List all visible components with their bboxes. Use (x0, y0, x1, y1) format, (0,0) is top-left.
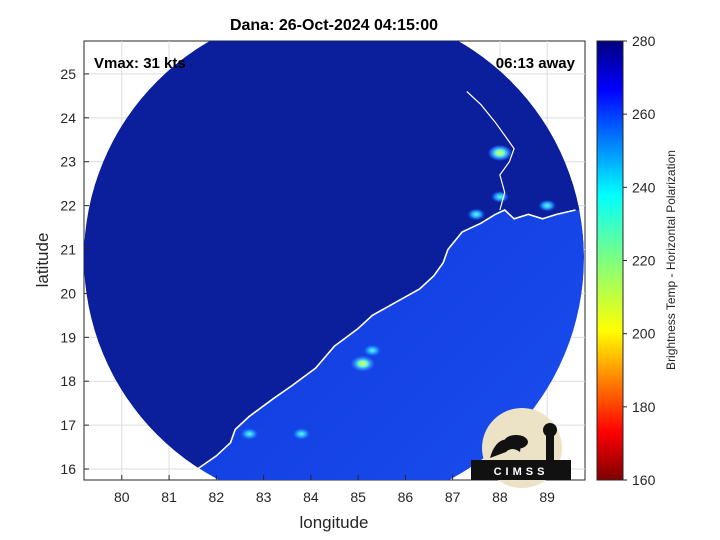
y-tick-label: 18 (60, 373, 76, 389)
x-tick-label: 83 (256, 489, 272, 505)
y-tick-label: 24 (60, 110, 76, 126)
warm-spot (292, 427, 311, 440)
coastline (178, 209, 576, 475)
colorbar-label: Brightness Temp - Horizontal Polarizatio… (664, 150, 678, 370)
colorbar-tick-label: 280 (632, 33, 656, 49)
y-tick-label: 20 (60, 285, 76, 301)
logo-text: CIMSS (494, 466, 549, 478)
warm-spot (240, 427, 259, 440)
colorbar-tick-label: 180 (632, 399, 656, 415)
colorbar (596, 40, 624, 481)
warm-spot (363, 344, 382, 357)
swath (84, 41, 584, 480)
vmax-annotation: Vmax: 31 kts (94, 55, 186, 72)
land-mask (84, 41, 584, 480)
y-axis: 16 17 18 19 20 21 22 23 24 25 (60, 66, 89, 477)
river-coast (466, 91, 515, 211)
y-tick-label: 17 (60, 417, 76, 433)
colorbar-tick-label: 260 (632, 106, 656, 122)
y-tick-label: 25 (60, 66, 76, 82)
x-axis-label: longitude (299, 513, 368, 532)
x-tick-label: 88 (492, 489, 508, 505)
colorbar-tick-label: 240 (632, 179, 656, 195)
x-tick-label: 84 (303, 489, 319, 505)
warm-spot (538, 199, 557, 212)
y-tick-label: 22 (60, 198, 76, 214)
colorbar-tick-label: 160 (632, 472, 656, 488)
y-tick-label: 19 (60, 329, 76, 345)
time-away-annotation: 06:13 away (496, 55, 576, 72)
warm-spot (350, 355, 375, 372)
y-tick-label: 21 (60, 242, 76, 258)
colorbar-tick-label: 200 (632, 326, 656, 342)
x-tick-label: 85 (350, 489, 366, 505)
x-tick-label: 86 (398, 489, 414, 505)
warm-spot (490, 190, 509, 203)
x-tick-label: 82 (209, 489, 225, 505)
y-tick-label: 16 (60, 461, 76, 477)
colorbar-tick-label: 220 (632, 253, 656, 269)
x-axis: 80 81 82 83 84 85 86 87 88 89 (114, 475, 555, 505)
x-tick-label: 87 (445, 489, 461, 505)
map-title: Dana: 26-Oct-2024 04:15:00 (230, 17, 438, 34)
x-tick-label: 80 (114, 489, 130, 505)
colorbar-ticks: 160 180 200 220 240 260 280 (623, 33, 656, 488)
warm-spot (467, 208, 486, 221)
warm-spot (487, 144, 512, 161)
cimss-logo: CIMSS (471, 408, 571, 488)
x-tick-label: 81 (161, 489, 177, 505)
y-tick-label: 23 (60, 154, 76, 170)
x-tick-label: 89 (539, 489, 555, 505)
y-axis-label: latitude (33, 233, 52, 288)
